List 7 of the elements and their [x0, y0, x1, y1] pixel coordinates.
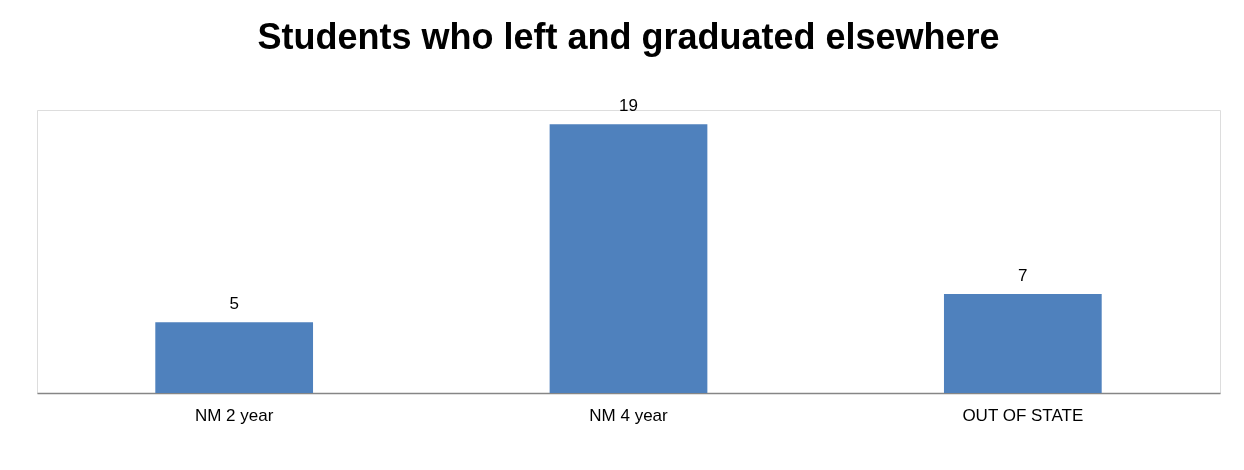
x-tick-label: NM 2 year	[194, 405, 274, 425]
chart-title: Students who left and graduated elsewhere	[257, 16, 1000, 58]
data-label: 7	[1018, 265, 1028, 285]
data-label: 5	[229, 294, 239, 314]
x-tick-label: NM 4 year	[589, 405, 669, 425]
data-label: 19	[619, 96, 638, 116]
x-tick-label: OUT OF STATE	[962, 405, 1084, 425]
